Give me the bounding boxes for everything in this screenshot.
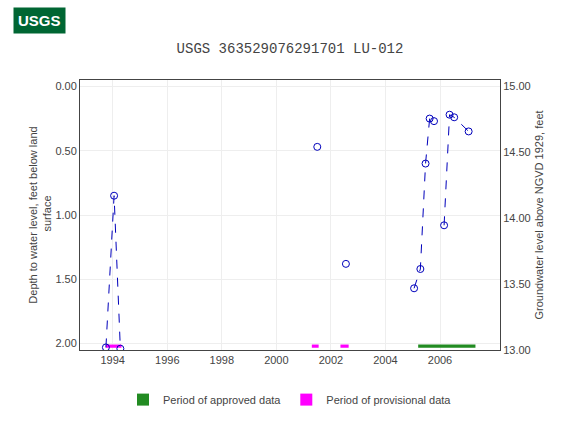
svg-text:1.50: 1.50 [55,273,76,285]
svg-text:1996: 1996 [155,354,179,366]
svg-text:USGS: USGS [18,12,61,29]
svg-text:2006: 2006 [428,354,452,366]
svg-text:15.00: 15.00 [503,80,531,92]
svg-text:Depth to water level, feet bel: Depth to water level, feet below land su… [27,126,53,303]
svg-text:Groundwater level above NGVD 1: Groundwater level above NGVD 1929, feet [533,110,545,319]
svg-text:Period of provisional data: Period of provisional data [326,394,451,406]
svg-text:1.00: 1.00 [55,209,76,221]
svg-text:2.00: 2.00 [55,337,76,349]
svg-text:2004: 2004 [373,354,397,366]
svg-text:13.00: 13.00 [503,344,531,356]
svg-text:0.00: 0.00 [55,80,76,92]
svg-text:Period of approved data: Period of approved data [163,394,281,406]
svg-text:2002: 2002 [319,354,343,366]
svg-text:1994: 1994 [100,354,124,366]
svg-text:2000: 2000 [264,354,288,366]
svg-text:USGS 363529076291701 LU-012: USGS 363529076291701 LU-012 [177,41,404,57]
svg-text:1998: 1998 [210,354,234,366]
svg-text:13.50: 13.50 [503,278,531,290]
svg-text:14.00: 14.00 [503,212,531,224]
svg-text:0.50: 0.50 [55,145,76,157]
svg-text:14.50: 14.50 [503,146,531,158]
